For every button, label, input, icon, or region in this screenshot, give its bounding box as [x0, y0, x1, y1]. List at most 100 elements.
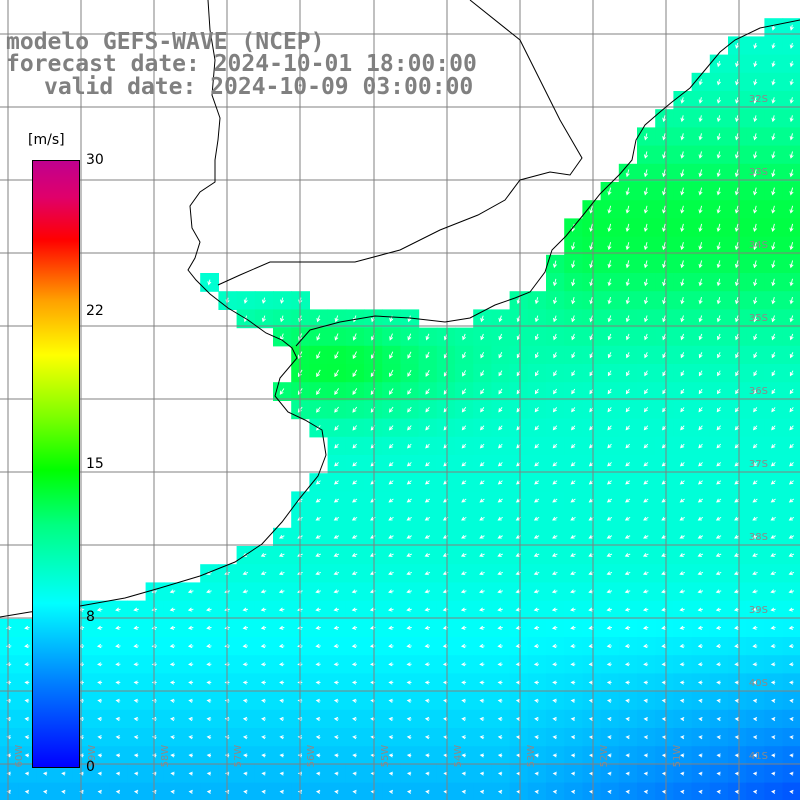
wind-arrow — [571, 278, 576, 287]
wind-arrow — [679, 589, 685, 594]
wind-arrow — [425, 789, 430, 794]
wind-arrow — [607, 789, 612, 794]
wind-arrow — [771, 169, 776, 178]
wind-arrow — [279, 662, 285, 667]
wind-arrow — [352, 406, 358, 413]
wind-arrow — [424, 534, 431, 539]
wind-arrow — [534, 333, 539, 341]
wind-arrow — [334, 425, 339, 431]
wind-arrow — [315, 643, 321, 649]
wind-arrow — [771, 223, 776, 233]
wind-arrow — [498, 407, 503, 413]
wind-arrow — [643, 242, 648, 251]
wind-arrow — [606, 680, 612, 685]
wind-arrow — [606, 698, 612, 703]
wind-arrow — [424, 662, 430, 667]
wind-arrow — [643, 662, 649, 667]
wind-arrow — [333, 571, 340, 576]
wind-arrow — [333, 625, 339, 630]
wind-arrow — [479, 625, 485, 630]
wind-arrow — [407, 369, 412, 377]
wind-arrow — [242, 571, 249, 576]
wind-arrow — [552, 698, 558, 703]
wind-arrow — [643, 680, 648, 685]
wind-arrow — [169, 680, 175, 685]
wind-arrow — [789, 187, 794, 196]
wind-arrow — [479, 753, 485, 758]
wind-arrow — [115, 735, 121, 740]
wind-arrow — [662, 115, 667, 123]
wind-arrow — [680, 260, 685, 269]
wind-arrow — [151, 680, 157, 685]
wind-arrow — [644, 352, 648, 359]
wind-arrow — [789, 205, 794, 214]
wind-arrow — [624, 534, 631, 539]
wind-arrow — [571, 296, 576, 305]
wind-arrow — [570, 534, 576, 539]
wind-arrow — [734, 205, 739, 214]
wind-arrow — [279, 388, 285, 395]
latitude-label: 36S — [749, 386, 768, 397]
wind-arrow — [680, 115, 685, 123]
wind-arrow — [334, 333, 339, 341]
wind-arrow — [552, 643, 558, 649]
wind-arrow — [680, 388, 685, 395]
wind-arrow — [498, 352, 503, 359]
wind-arrow — [661, 698, 667, 703]
wind-arrow — [115, 753, 121, 758]
wind-arrow — [570, 735, 576, 740]
wind-arrow — [771, 115, 776, 123]
wind-arrow — [133, 680, 139, 685]
wind-arrow — [534, 698, 539, 703]
wind-arrow — [735, 133, 740, 141]
latitude-label: 37S — [749, 459, 768, 470]
wind-arrow — [388, 480, 394, 485]
wind-arrow — [461, 443, 467, 449]
title-forecast-date: forecast date: 2024-10-01 18:00:00 — [6, 51, 477, 77]
wind-arrow — [406, 589, 412, 594]
wind-arrow — [698, 278, 703, 287]
wind-arrow — [607, 278, 612, 287]
wind-arrow — [680, 97, 685, 104]
wind-arrow — [352, 753, 357, 758]
wind-arrow — [170, 698, 175, 703]
wind-arrow — [771, 242, 776, 251]
wind-arrow — [369, 571, 376, 576]
wind-arrow — [625, 443, 631, 449]
wind-arrow — [715, 571, 722, 576]
wind-arrow — [388, 643, 394, 649]
wind-arrows — [5, 24, 795, 794]
wind-arrow — [735, 60, 740, 68]
wind-arrow — [606, 607, 613, 612]
wind-arrow — [424, 589, 431, 594]
wind-arrow — [534, 771, 539, 776]
wind-arrow — [260, 680, 266, 685]
wind-arrow — [243, 771, 248, 776]
wind-arrow — [497, 571, 503, 576]
wind-arrow — [498, 388, 503, 395]
wind-arrow — [770, 553, 776, 557]
wind-arrow — [279, 789, 284, 794]
wind-arrow — [497, 589, 503, 594]
wind-arrow — [497, 680, 503, 685]
wind-arrow — [680, 205, 685, 214]
wind-arrow — [333, 680, 339, 685]
wind-arrow — [115, 607, 121, 612]
wind-arrow — [607, 187, 612, 196]
wind-arrow — [406, 643, 412, 649]
wind-arrow — [770, 662, 776, 667]
wind-arrow — [788, 589, 795, 594]
colorbar — [32, 160, 80, 768]
wind-arrow — [479, 571, 485, 576]
wind-arrow — [315, 753, 321, 758]
wind-arrow — [97, 753, 102, 758]
wind-arrow — [352, 333, 357, 341]
wind-arrow — [662, 223, 667, 233]
wind-arrow — [716, 223, 721, 233]
colorbar-tick-0: 0 — [86, 759, 95, 775]
wind-arrow — [552, 425, 558, 431]
wind-arrow — [206, 789, 212, 794]
wind-arrow — [625, 753, 630, 758]
wind-arrow — [24, 698, 30, 703]
wind-arrow — [771, 42, 776, 49]
